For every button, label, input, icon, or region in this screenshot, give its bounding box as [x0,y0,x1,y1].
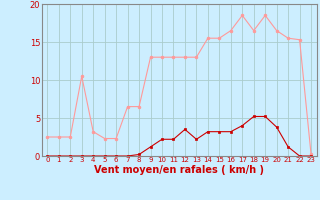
X-axis label: Vent moyen/en rafales ( km/h ): Vent moyen/en rafales ( km/h ) [94,165,264,175]
